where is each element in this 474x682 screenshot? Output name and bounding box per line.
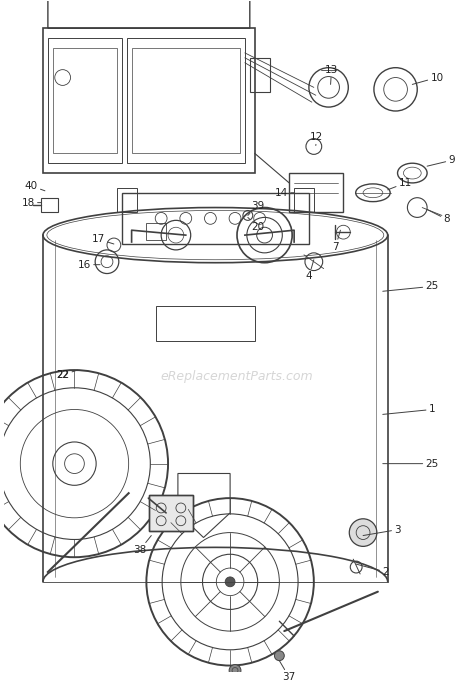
Text: 8: 8 <box>427 209 450 224</box>
Text: 1: 1 <box>383 404 435 415</box>
Circle shape <box>274 651 284 661</box>
Text: 22: 22 <box>56 370 69 380</box>
Text: 36: 36 <box>0 681 1 682</box>
Polygon shape <box>149 495 192 531</box>
Text: 9: 9 <box>427 155 455 166</box>
Text: 4: 4 <box>306 260 314 282</box>
Text: 2: 2 <box>356 564 389 577</box>
Text: 20: 20 <box>248 218 264 233</box>
Text: 11: 11 <box>388 178 412 190</box>
Circle shape <box>349 519 377 546</box>
Text: 10: 10 <box>412 72 444 85</box>
Text: 39: 39 <box>248 201 264 216</box>
Text: 12: 12 <box>310 132 323 145</box>
Circle shape <box>225 577 235 587</box>
Text: 14: 14 <box>275 188 294 198</box>
Text: 17: 17 <box>91 234 114 244</box>
Text: 25: 25 <box>383 282 438 291</box>
Text: 38: 38 <box>133 535 151 555</box>
Text: 13: 13 <box>325 65 338 85</box>
Text: 18: 18 <box>21 198 41 207</box>
Text: 37: 37 <box>279 661 296 682</box>
Text: 25: 25 <box>383 458 438 469</box>
Text: 7: 7 <box>332 231 340 252</box>
Text: 22: 22 <box>56 370 77 380</box>
Text: eReplacementParts.com: eReplacementParts.com <box>161 370 313 383</box>
Text: 16: 16 <box>78 260 100 269</box>
Text: 40: 40 <box>25 181 45 191</box>
Text: 3: 3 <box>363 524 401 535</box>
Circle shape <box>229 664 241 677</box>
